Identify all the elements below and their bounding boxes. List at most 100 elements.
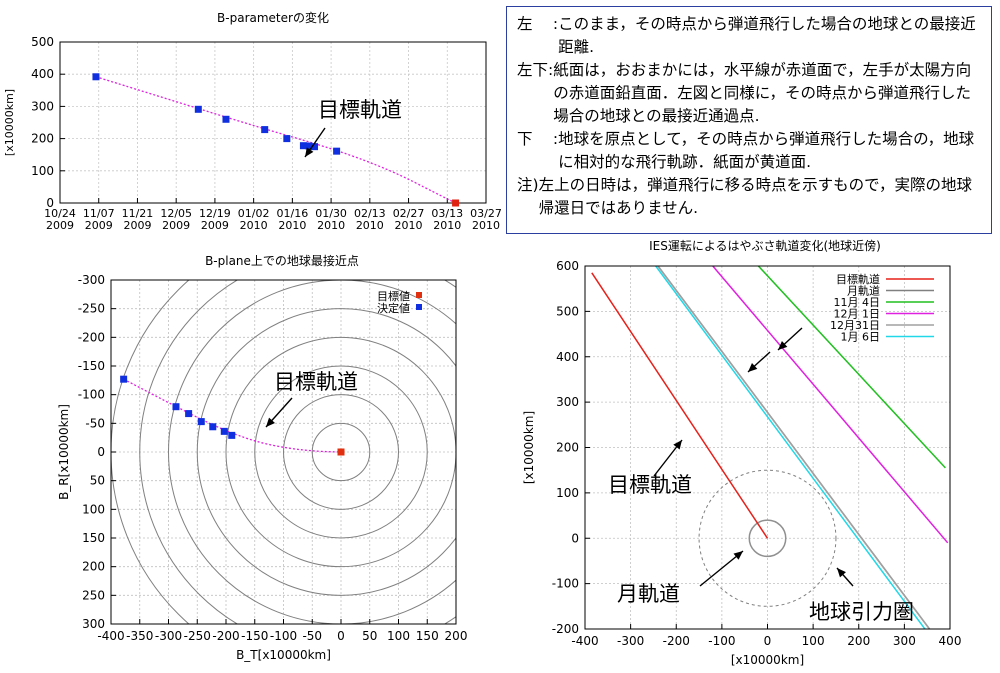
x-tick-label: -200 (663, 634, 690, 648)
x-tick-label: -100 (708, 634, 735, 648)
range-circle (168, 280, 456, 624)
x-tick-label: 0 (337, 629, 345, 643)
arrow-head (748, 362, 758, 372)
x-tick-label: 2009 (201, 219, 229, 232)
x-tick-label: -200 (212, 629, 239, 643)
x-tick-label: -400 (571, 634, 598, 648)
data-point (220, 427, 228, 435)
notes-box: 左 : このまま，その時点から弾道飛行した場合の地球との最接近距離. 左下: 紙… (506, 6, 992, 234)
range-circle (311, 422, 371, 482)
x-tick-label: 50 (362, 629, 377, 643)
grid (60, 42, 486, 203)
y-tick-label: 250 (82, 588, 105, 602)
y-tick-label: -200 (78, 330, 105, 344)
x-tick-label: 11/07 (83, 207, 115, 220)
x-tick-label: 12/05 (160, 207, 192, 220)
x-tick-label: -300 (617, 634, 644, 648)
legend-label: 決定値 (377, 301, 410, 315)
legend-label: 目標軌道 (836, 272, 880, 286)
legend-label: 12月 1日 (834, 308, 881, 321)
legend-swatch (416, 292, 422, 298)
annotation-target-orbit: 目標軌道 (608, 473, 692, 497)
x-tick-label: -100 (270, 629, 297, 643)
data-point (120, 375, 128, 383)
y-tick-label: -300 (78, 273, 105, 287)
annotation-arrow (265, 397, 293, 428)
x-tick-label: 2010 (472, 219, 500, 232)
x-tick-label: 200 (847, 634, 870, 648)
data-point (310, 143, 318, 151)
x-tick-label: 02/13 (354, 207, 386, 220)
x-tick-label: 400 (939, 634, 962, 648)
arrow-head (673, 440, 682, 450)
x-tick-label: -350 (126, 629, 153, 643)
annotation-arrow (836, 567, 854, 587)
chart-ies-trajectory: IES運転によるはやぶさ軌道変化(地球近傍) -400 -300 -200 -100 0 1… (522, 238, 961, 667)
arrow-head (837, 568, 846, 578)
x-tick-label: -150 (241, 629, 268, 643)
range-circle (196, 308, 456, 596)
y-tick-label: -150 (78, 359, 105, 373)
x-tick-label: 2010 (356, 219, 384, 232)
x-tick-label: 200 (445, 629, 468, 643)
y-tick-label: 600 (556, 259, 579, 273)
plot-area (591, 266, 949, 629)
x-tick-label: 10/24 (44, 207, 76, 220)
x-tick-label: 01/16 (277, 207, 309, 220)
y-tick-label: 0 (46, 196, 54, 210)
x-tick-label: 12/19 (199, 207, 231, 220)
x-tick-label: 2010 (395, 219, 423, 232)
y-axis-label: [x10000km] (3, 89, 16, 156)
sphere-of-influence (698, 469, 837, 607)
series-line (655, 266, 926, 629)
y-tick-label: -100 (552, 577, 579, 591)
annotation-arrow (304, 127, 326, 158)
x-tick-label: 2009 (123, 219, 151, 232)
series-line (712, 266, 949, 544)
data-point (333, 147, 341, 155)
y-tick-label: 300 (556, 395, 579, 409)
data-point (261, 126, 269, 134)
chart-b-plane: B-plane上での地球最接近点-400 -350 -300 -250 -200 -150… (57, 253, 468, 662)
arrow-head (733, 551, 743, 560)
x-tick-label: 01/02 (238, 207, 270, 220)
grid (111, 280, 456, 624)
annotation-arrow (777, 327, 803, 351)
y-tick-label: 500 (556, 304, 579, 318)
legend-label: 12月31日 (830, 319, 880, 332)
range-circle (254, 365, 428, 539)
note-text: 紙面は，おおまかには，水平線が赤道面で，左手が太陽方向の赤道面鉛直面．左図と同様… (553, 61, 972, 125)
data-point (337, 448, 345, 456)
arrow-head (266, 417, 275, 427)
y-axis-label: B_R[x10000km] (57, 404, 71, 500)
y-tick-label: 100 (556, 486, 579, 500)
note-key: 注) (517, 176, 539, 194)
note-remark: 注) 左上の日時は，弾道飛行に移る時点を示すもので，実際の地球帰還日ではありませ… (517, 174, 983, 220)
y-tick-label: 0 (571, 531, 579, 545)
y-tick-label: 400 (31, 67, 54, 81)
data-point (197, 418, 205, 426)
x-tick-label: 2010 (433, 219, 461, 232)
chart-b-parameter: B-parameterの変化010020030040050010/2420091… (3, 10, 502, 232)
series-line (591, 272, 769, 539)
x-tick-label: -250 (184, 629, 211, 643)
y-tick-label: 150 (82, 531, 105, 545)
x-tick-label: 100 (802, 634, 825, 648)
x-tick-label: 02/27 (393, 207, 425, 220)
target-curve (95, 76, 456, 204)
legend-label: 月軌道 (847, 284, 880, 298)
x-tick-label: 2010 (317, 219, 345, 232)
legend-label: 1月 6日 (841, 331, 881, 344)
arrow-head (778, 340, 788, 350)
y-tick-label: 100 (31, 164, 54, 178)
x-tick-label: 2009 (85, 219, 113, 232)
y-tick-label: -50 (85, 416, 105, 430)
annotation-moon-orbit: 月軌道 (617, 582, 680, 606)
x-tick-label: 2009 (46, 219, 74, 232)
x-tick-label: 2010 (240, 219, 268, 232)
data-point (452, 199, 460, 207)
x-tick-label: -400 (97, 629, 124, 643)
legend-label: 目標値 (377, 289, 410, 303)
x-tick-label: 0 (764, 634, 772, 648)
